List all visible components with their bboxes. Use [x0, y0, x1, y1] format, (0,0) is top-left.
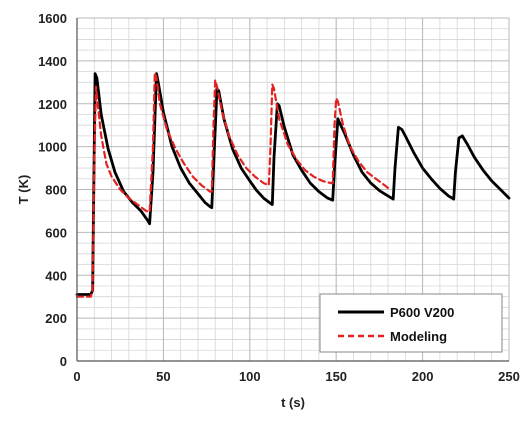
y-tick-label: 1000: [38, 140, 67, 155]
series-group: [75, 71, 511, 298]
legend: P600 V200 Modeling: [319, 293, 503, 353]
x-tick-label: 50: [156, 369, 170, 384]
y-tick-label: 400: [45, 268, 67, 283]
series-line-p600-v200: [75, 72, 511, 296]
legend-label-p600-v200: P600 V200: [390, 305, 454, 320]
x-tick-label: 100: [239, 369, 261, 384]
y-tick-label: 600: [45, 225, 67, 240]
y-tick-label: 1400: [38, 54, 67, 69]
x-axis-label: t (s): [281, 395, 305, 410]
y-tick-label: 0: [60, 354, 67, 369]
y-tick-label: 800: [45, 183, 67, 198]
series-line-modeling: [75, 71, 391, 298]
y-tick-label: 1600: [38, 11, 67, 26]
legend-label-modeling: Modeling: [390, 329, 447, 344]
x-tick-label: 200: [412, 369, 434, 384]
tick-labels: 0 50 100 150 200 250 0 200 400 600 800 1000 1200 1400…: [38, 11, 520, 384]
x-tick-label: 250: [498, 369, 520, 384]
x-tick-label: 150: [325, 369, 347, 384]
y-tick-label: 200: [45, 311, 67, 326]
x-tick-label: 0: [73, 369, 80, 384]
y-tick-label: 1200: [38, 97, 67, 112]
legend-box: [319, 293, 503, 353]
axes: [76, 18, 509, 362]
y-axis-label: T (K): [16, 175, 31, 205]
